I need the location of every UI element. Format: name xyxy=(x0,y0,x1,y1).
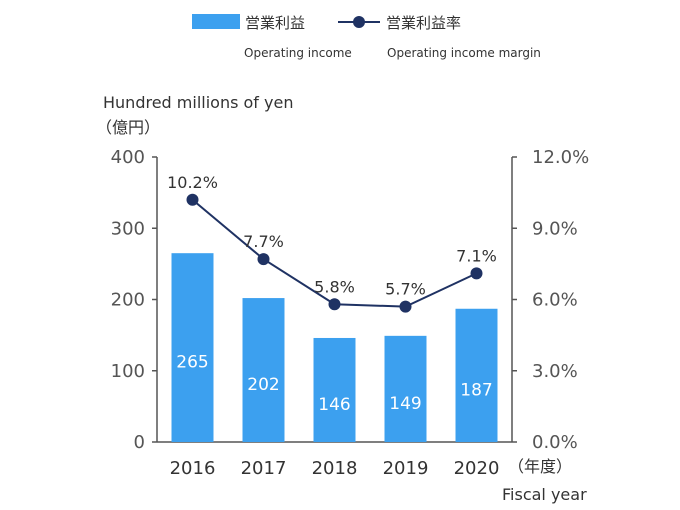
bar-value-label: 202 xyxy=(247,375,279,395)
x-tick-label: 2020 xyxy=(454,458,500,479)
bar-2019 xyxy=(384,335,427,442)
bar-2016 xyxy=(171,253,214,442)
left-tick-label: 0 xyxy=(134,432,145,453)
x-tick-label: 2018 xyxy=(312,458,358,479)
bar-2017 xyxy=(242,298,285,442)
margin-point-2017 xyxy=(257,253,270,266)
margin-point-label: 7.1% xyxy=(456,246,497,265)
margin-point-2020 xyxy=(470,267,483,280)
x-axis-unit-jp: （年度） xyxy=(508,457,572,476)
left-axis-ticks: 0 100 200 300 400 xyxy=(111,147,157,453)
legend-line-sublabel: Operating income margin xyxy=(387,46,541,60)
left-axis-unit-jp: （億円） xyxy=(96,118,160,137)
legend: 営業利益 Operating income 営業利益率 Operating in… xyxy=(192,14,541,60)
left-axis-unit-en: Hundred millions of yen xyxy=(103,93,293,112)
right-tick-label: 3.0% xyxy=(532,361,578,382)
bar-value-label: 187 xyxy=(460,380,492,400)
right-tick-label: 12.0% xyxy=(532,147,589,168)
margin-point-2016 xyxy=(186,193,199,206)
left-tick-label: 200 xyxy=(111,290,145,311)
margin-point-label: 5.7% xyxy=(385,280,426,299)
left-tick-label: 400 xyxy=(111,147,145,168)
bar-2020 xyxy=(455,308,498,442)
legend-bar-swatch xyxy=(192,14,240,29)
right-tick-label: 6.0% xyxy=(532,290,578,311)
x-tick-label: 2019 xyxy=(383,458,429,479)
x-tick-label: 2016 xyxy=(170,458,216,479)
legend-bar-sublabel: Operating income xyxy=(244,46,352,60)
margin-point-2018 xyxy=(328,298,341,311)
x-tick-label: 2017 xyxy=(241,458,287,479)
margin-point-label: 10.2% xyxy=(167,173,218,192)
left-tick-label: 300 xyxy=(111,218,145,239)
bar-value-label: 149 xyxy=(389,394,421,414)
legend-line-label: 営業利益率 xyxy=(386,14,461,32)
legend-line-marker xyxy=(353,16,365,28)
legend-bar-label: 営業利益 xyxy=(245,14,305,32)
right-tick-label: 0.0% xyxy=(532,432,578,453)
margin-point-label: 5.8% xyxy=(314,277,355,296)
right-tick-label: 9.0% xyxy=(532,218,578,239)
x-axis-unit-en: Fiscal year xyxy=(502,485,587,504)
left-tick-label: 100 xyxy=(111,361,145,382)
bar-value-label: 265 xyxy=(176,353,208,373)
bar-2018 xyxy=(313,337,356,442)
bars: 265 202 146 149 187 xyxy=(171,253,498,442)
bar-value-label: 146 xyxy=(318,395,350,415)
margin-line-series: 10.2% 7.7% 5.8% 5.7% 7.1% xyxy=(167,173,497,313)
margin-point-label: 7.7% xyxy=(243,232,284,251)
right-axis-ticks: 0.0% 3.0% 6.0% 9.0% 12.0% xyxy=(512,147,589,453)
x-axis-ticks: 2016 2017 2018 2019 2020 xyxy=(170,458,500,479)
margin-point-2019 xyxy=(399,300,412,313)
